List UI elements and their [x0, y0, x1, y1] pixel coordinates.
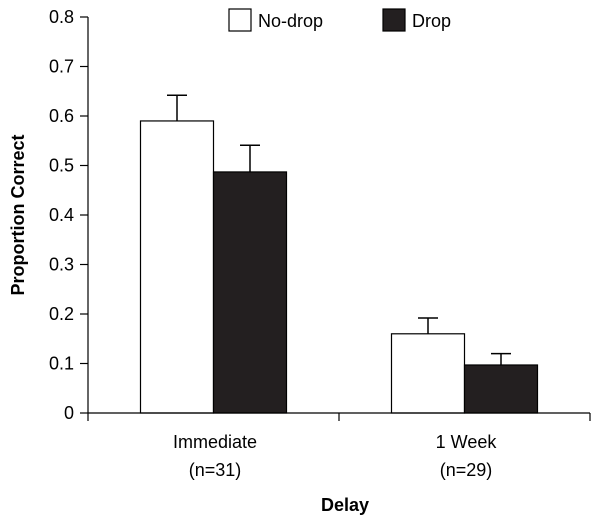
legend: No-drop Drop [228, 8, 451, 32]
x-ticks [87, 413, 591, 421]
y-tick-label-7: 0.7 [49, 57, 74, 77]
y-tick-label-0: 0 [64, 403, 74, 423]
bar-drop-immediate [212, 171, 288, 414]
x-category-labels: Immediate (n=31) 1 Week (n=29) [173, 432, 497, 480]
x-axis-title: Delay [321, 495, 369, 515]
x-category-label-1-week: 1 Week [436, 432, 498, 452]
x-category-sub-1-week: (n=29) [440, 460, 493, 480]
legend-label-no-drop: No-drop [258, 11, 323, 31]
bar-no-drop-immediate [139, 120, 215, 414]
legend-swatch-drop [382, 8, 406, 32]
y-tick-label-6: 0.6 [49, 106, 74, 126]
bar-drop-1-week [463, 364, 539, 414]
y-ticks: 0 0.1 0.2 0.3 0.4 0.5 0.6 0.7 0.8 [49, 7, 88, 423]
bar-no-drop-1-week [390, 333, 466, 414]
legend-label-drop: Drop [412, 11, 451, 31]
legend-swatch-no-drop [228, 8, 252, 32]
y-tick-label-5: 0.5 [49, 156, 74, 176]
y-tick-label-4: 0.4 [49, 205, 74, 225]
y-tick-label-2: 0.2 [49, 304, 74, 324]
y-tick-label-1: 0.1 [49, 354, 74, 374]
x-category-label-immediate: Immediate [173, 432, 257, 452]
bars-group [139, 94, 539, 414]
x-category-sub-immediate: (n=31) [189, 460, 242, 480]
y-tick-label-8: 0.8 [49, 7, 74, 27]
y-tick-label-3: 0.3 [49, 255, 74, 275]
y-axis-title: Proportion Correct [8, 134, 28, 295]
